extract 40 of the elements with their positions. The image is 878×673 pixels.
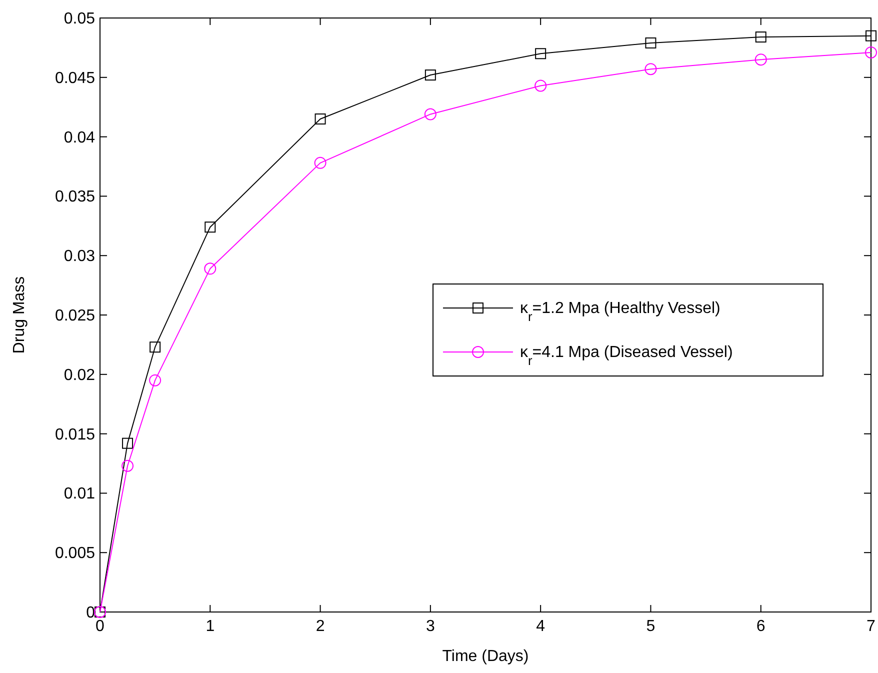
y-tick-label: 0.025: [54, 308, 96, 324]
y-tick-label: 0.015: [54, 426, 96, 444]
y-tick-label: 0.02: [64, 366, 96, 384]
y-tick-label: 0.05: [64, 10, 96, 28]
point: [122, 460, 134, 472]
legend-label: κ$_{r}$=4.1 Mpa (Diseased Vessel): [520, 344, 733, 368]
point: [866, 30, 876, 42]
y-tick-label: 0.01: [64, 486, 96, 503]
y-tick-label: 0.045: [54, 70, 96, 87]
y-tick-label: 0.04: [64, 129, 96, 146]
point: [204, 262, 216, 275]
y-tick-label: 0: [86, 604, 96, 622]
point: [645, 37, 656, 48]
point: [314, 156, 326, 169]
point: [535, 48, 546, 60]
point: [149, 374, 162, 386]
y-axis-title: Drug Mass: [11, 276, 28, 354]
point: [644, 63, 657, 76]
legend-label: κ$_{r}$=1.2 Mpa (Healthy Vessel): [520, 300, 720, 324]
x-tick-label: 2: [316, 618, 325, 635]
point: [754, 54, 767, 66]
y-tick-label: 0.005: [54, 545, 96, 562]
x-tick-label: 4: [536, 618, 546, 635]
point: [534, 80, 547, 92]
point: [865, 46, 877, 58]
point: [424, 70, 436, 81]
point: [204, 222, 216, 233]
x-tick-label: 5: [646, 618, 656, 635]
x-axis-title: Time (Days): [442, 648, 529, 665]
x-tick-label: 6: [756, 618, 766, 635]
x-tick-label: 3: [426, 618, 435, 635]
x-tick-label: 7: [866, 618, 876, 635]
point: [314, 113, 326, 124]
y-tick-label: 0.035: [54, 188, 96, 206]
point: [424, 108, 436, 120]
point: [150, 342, 161, 353]
y-tick-label: 0.03: [64, 248, 96, 266]
x-tick-label: 1: [206, 618, 215, 635]
point: [122, 438, 134, 449]
point: [755, 32, 766, 43]
